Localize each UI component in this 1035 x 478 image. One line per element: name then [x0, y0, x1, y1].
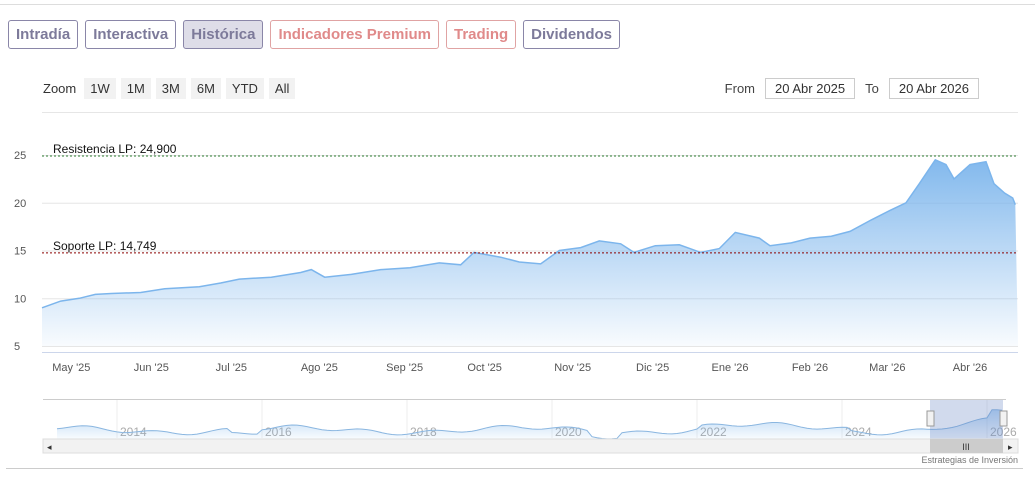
y-tick-label: 15	[14, 246, 26, 258]
x-tick-label: Dic '25	[636, 362, 669, 374]
zoom-ytd-button[interactable]: YTD	[225, 78, 264, 99]
bottom-divider	[6, 468, 1023, 469]
y-tick-label: 10	[14, 293, 26, 305]
scroll-left-icon[interactable]: ◂	[47, 442, 52, 452]
from-label: From	[724, 81, 756, 96]
x-tick-label: Abr '26	[953, 362, 988, 374]
date-range: From 20 Abr 2025 To 20 Abr 2026	[725, 78, 979, 99]
navigator-handle[interactable]	[926, 410, 935, 427]
zoom-1m-button[interactable]: 1M	[120, 78, 151, 99]
tab-interactiva[interactable]: Interactiva	[85, 20, 177, 49]
scroll-right-icon[interactable]: ▸	[1008, 442, 1013, 452]
x-tick-label: Jun '25	[134, 362, 169, 374]
tab-trading[interactable]: Trading	[446, 20, 517, 49]
chart-credit: Estrategias de Inversión	[921, 455, 1018, 465]
x-tick-label: Mar '26	[869, 362, 905, 374]
x-tick-label: May '25	[52, 362, 90, 374]
x-tick-label: Feb '26	[792, 362, 828, 374]
from-date-input[interactable]: 20 Abr 2025	[765, 78, 856, 99]
x-tick-label: Ene '26	[712, 362, 749, 374]
top-divider	[0, 4, 1035, 5]
x-tick-label: Sep '25	[386, 362, 423, 374]
navigator-line	[56, 409, 1003, 440]
x-tick-label: Oct '25	[467, 362, 502, 374]
zoom-selector: Zoom 1W 1M 3M 6M YTD All	[43, 78, 296, 99]
y-tick-label: 20	[14, 198, 26, 210]
zoom-3m-button[interactable]: 3M	[155, 78, 186, 99]
zoom-all-button[interactable]: All	[268, 78, 296, 99]
resistance-label: Resistencia LP: 24,900	[53, 142, 177, 156]
scrollbar-thumb[interactable]	[930, 439, 1003, 453]
support-label: Soporte LP: 14,749	[53, 239, 157, 253]
tab-indicadores-premium[interactable]: Indicadores Premium	[270, 20, 439, 49]
navigator-selection	[930, 400, 1003, 440]
tab-intrad-a[interactable]: Intradía	[8, 20, 79, 49]
zoom-1w-button[interactable]: 1W	[84, 78, 116, 99]
price-area	[42, 159, 1018, 346]
x-tick-label: Nov '25	[554, 362, 591, 374]
zoom-6m-button[interactable]: 6M	[190, 78, 221, 99]
tab-hist-rica[interactable]: Histórica	[183, 20, 264, 49]
view-tabs: Intradía Interactiva Histórica Indicadores …	[8, 20, 621, 49]
x-tick-label: Ago '25	[301, 362, 338, 374]
navigator-handle[interactable]	[999, 410, 1008, 427]
price-line	[41, 158, 1016, 309]
to-date-input[interactable]: 20 Abr 2026	[888, 78, 979, 99]
scrollbar-track[interactable]	[42, 438, 1019, 454]
navigator-area	[57, 409, 1002, 440]
x-tick-label: Jul '25	[216, 362, 247, 374]
y-tick-label: 25	[14, 150, 26, 162]
tab-dividendos[interactable]: Dividendos	[523, 20, 621, 49]
zoom-label: Zoom	[43, 81, 77, 96]
to-label: To	[865, 81, 879, 96]
scrollbar-grip-icon: III	[962, 442, 970, 452]
y-tick-label: 5	[14, 341, 20, 353]
